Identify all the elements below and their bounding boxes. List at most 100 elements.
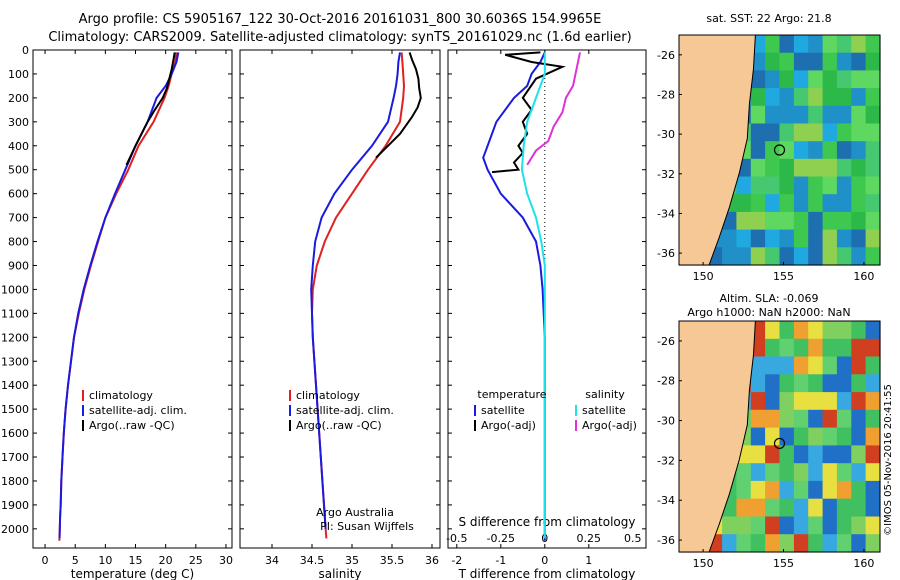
ocean-cell xyxy=(750,409,766,429)
ocean-cell xyxy=(793,141,809,160)
ocean-cell xyxy=(765,463,781,482)
series-line-argo-raw-qc- xyxy=(125,52,176,166)
ocean-cell xyxy=(808,105,824,125)
x2-tick-label: -0.5 xyxy=(446,532,467,545)
ocean-cell xyxy=(750,356,766,375)
y-tick-label: 1900 xyxy=(1,499,29,512)
ocean-cell xyxy=(765,141,781,160)
y-tick-label: 1300 xyxy=(1,355,29,368)
ocean-cell xyxy=(865,52,881,71)
ocean-cell xyxy=(765,374,781,393)
map-y-tick-label: -32 xyxy=(657,454,675,467)
y-tick-label: 1000 xyxy=(1,283,29,296)
plot-frame-salinity xyxy=(239,49,441,549)
ocean-cell xyxy=(765,321,781,340)
chart-title-line2: Climatology: CARS2009. Satellite-adjuste… xyxy=(48,30,632,45)
annotation-institution: Argo Australia xyxy=(316,506,394,519)
map-y-tick-label: -32 xyxy=(657,168,675,181)
ocean-cell xyxy=(793,463,809,482)
ocean-cell xyxy=(822,445,838,464)
ocean-cell xyxy=(822,229,838,248)
ocean-cell xyxy=(808,338,824,358)
x-tick-label: 25 xyxy=(189,554,203,567)
x2-tick-label: -0.25 xyxy=(487,532,515,545)
ocean-cell xyxy=(851,427,867,446)
ocean-cell xyxy=(836,321,852,340)
ocean-cell xyxy=(808,356,824,375)
ocean-cell xyxy=(808,321,824,340)
series-line-argo-adj- xyxy=(526,52,581,166)
ocean-cell xyxy=(851,463,867,482)
ocean-cell xyxy=(822,35,838,54)
ocean-cell xyxy=(836,392,852,411)
ocean-cell xyxy=(750,374,766,393)
annotation-pi: PI: Susan Wijffels xyxy=(320,520,414,533)
ocean-cell xyxy=(808,158,824,178)
ocean-cell xyxy=(836,480,852,500)
ocean-cell xyxy=(865,194,881,213)
ocean-cell xyxy=(822,534,838,553)
ocean-cell xyxy=(822,392,838,411)
ocean-cell xyxy=(793,176,809,195)
ocean-cell xyxy=(822,374,838,393)
ocean-cell xyxy=(822,194,838,213)
ocean-cell xyxy=(865,534,881,553)
map-frame-sla xyxy=(678,320,881,553)
ocean-cell xyxy=(808,123,824,142)
ocean-cell xyxy=(851,88,867,107)
ocean-cell xyxy=(793,88,809,107)
ocean-cell xyxy=(779,321,795,340)
ocean-cell xyxy=(765,105,781,125)
ocean-cell xyxy=(822,141,838,160)
ocean-cell xyxy=(851,534,867,553)
ocean-cell xyxy=(765,247,781,266)
ocean-cell xyxy=(865,35,881,54)
ocean-cell xyxy=(765,70,781,89)
chart-panel-temperature: 0100200300400500600700800900100011001200… xyxy=(1,44,233,580)
ocean-cell xyxy=(836,123,852,142)
ocean-cell xyxy=(822,498,838,518)
plot-frame-difference xyxy=(447,49,647,549)
map-sla-title-2: Argo h1000: NaN h2000: NaN xyxy=(687,306,850,319)
x2-tick-label: 0.25 xyxy=(577,532,602,545)
ocean-cell xyxy=(750,498,766,518)
map-y-tick-label: -30 xyxy=(657,415,675,428)
ocean-cell xyxy=(765,392,781,411)
ocean-cell xyxy=(836,516,852,535)
y-tick-label: 1100 xyxy=(1,307,29,320)
ocean-cell xyxy=(793,409,809,429)
ocean-cell xyxy=(793,247,809,266)
ocean-cell xyxy=(865,176,881,195)
x-tick-label: -1 xyxy=(495,554,506,567)
ocean-cell xyxy=(836,211,852,231)
ocean-cell xyxy=(851,194,867,213)
ocean-cell xyxy=(779,392,795,411)
ocean-cell xyxy=(822,211,838,231)
ocean-cell xyxy=(865,70,881,89)
ocean-cell xyxy=(822,247,838,266)
ocean-cell xyxy=(765,534,781,553)
ocean-cell xyxy=(736,176,752,195)
y-tick-label: 800 xyxy=(8,236,29,249)
ocean-cell xyxy=(808,194,824,213)
ocean-cell xyxy=(836,158,852,178)
ocean-cell xyxy=(851,321,867,340)
ocean-cell xyxy=(779,480,795,500)
ocean-cell xyxy=(851,498,867,518)
ocean-cell xyxy=(836,88,852,107)
y-tick-label: 400 xyxy=(8,140,29,153)
ocean-cell xyxy=(722,534,738,553)
ocean-cell xyxy=(836,498,852,518)
ocean-cell xyxy=(808,498,824,518)
ocean-cell xyxy=(779,229,795,248)
ocean-cell xyxy=(808,35,824,54)
ocean-cell xyxy=(765,498,781,518)
ocean-cell xyxy=(865,356,881,375)
plot-frame-temperature xyxy=(32,49,233,549)
legend-salinity-title: salinity xyxy=(585,388,625,401)
map-x-tick-label: 150 xyxy=(693,557,714,570)
ocean-cell xyxy=(793,194,809,213)
x-tick-label: 35.5 xyxy=(380,554,405,567)
ocean-cell xyxy=(765,229,781,248)
ocean-cell xyxy=(822,356,838,375)
